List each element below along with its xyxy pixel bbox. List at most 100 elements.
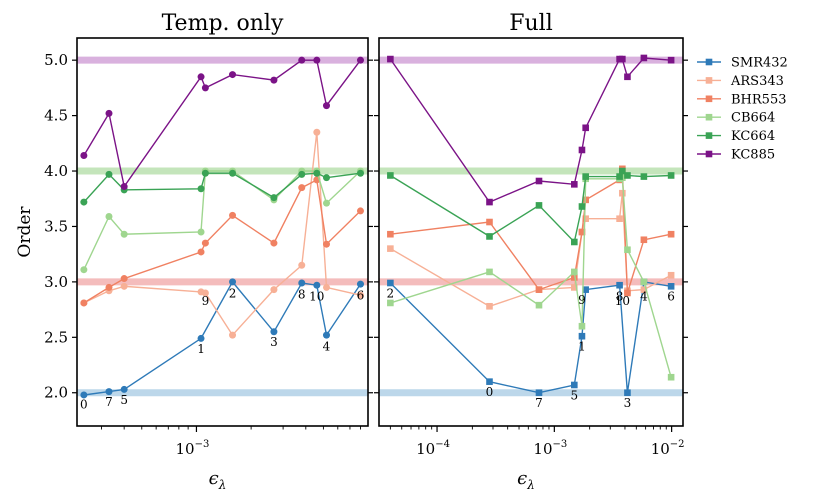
legend-label: ARS343 [730, 74, 784, 89]
data-point-ARS343 [229, 331, 237, 339]
data-point-BHR553 [201, 239, 209, 247]
legend-label: CB664 [731, 111, 775, 126]
data-point-KC664 [197, 185, 205, 193]
plot-area [387, 54, 675, 397]
data-point-KC664 [356, 169, 364, 177]
y-tick-label: 2.5 [44, 328, 68, 346]
axes-frame [378, 37, 684, 427]
data-point-SMR432 [486, 378, 493, 385]
point-annotation: 8 [616, 290, 624, 304]
x-axis-label: ϵλ [209, 468, 227, 492]
y-tick-label: 5.0 [44, 51, 68, 69]
data-point-KC664 [619, 167, 626, 175]
data-point-KC664 [201, 169, 209, 177]
data-point-KC664 [270, 194, 278, 202]
data-point-BHR553 [387, 230, 394, 238]
data-point-BHR553 [229, 211, 237, 219]
data-point-KC664 [298, 170, 306, 178]
series-line-KC664 [390, 169, 672, 244]
data-point-BHR553 [322, 240, 330, 248]
data-point-ARS343 [313, 128, 321, 136]
y-axis-label: Order [15, 206, 35, 258]
point-annotation: 2 [387, 286, 395, 300]
legend-marker [705, 95, 713, 103]
data-point-SMR432 [197, 334, 205, 342]
data-point-ARS343 [270, 286, 278, 294]
data-point-KC664 [582, 173, 589, 180]
data-point-BHR553 [640, 236, 648, 244]
data-point-SMR432 [298, 279, 306, 287]
data-point-SMR432 [624, 389, 631, 397]
data-point-ARS343 [322, 283, 330, 291]
legend-item-KC664: KC664 [697, 129, 775, 144]
data-point-CB664 [197, 228, 205, 236]
x-tick-label: 10−3 [533, 439, 567, 458]
legend-marker [705, 113, 713, 121]
y-tick-label: 3.0 [44, 273, 68, 291]
legend-item-CB664: CB664 [697, 111, 775, 126]
point-annotation: 5 [570, 388, 578, 402]
data-point-BHR553 [486, 218, 493, 226]
data-point-KC885 [322, 102, 330, 110]
legend-marker [705, 132, 713, 139]
point-annotation: 4 [640, 290, 648, 304]
panel-temp-only: 0 7 5 1 9 2 3 8 10 4 6 2.0 2.5 3.0 3.5 4.0 4.5 5.0 10−3 Tem… [15, 11, 373, 492]
data-point-KC664 [578, 203, 586, 210]
legend-label: KC885 [731, 148, 775, 163]
point-annotation: 10 [615, 294, 630, 308]
data-point-SMR432 [120, 385, 128, 393]
legend-marker [705, 58, 713, 66]
data-point-ARS343 [582, 215, 589, 222]
data-point-CB664 [486, 268, 493, 276]
data-point-ARS343 [201, 289, 209, 297]
data-point-KC664 [667, 172, 675, 179]
legend-marker [705, 77, 713, 84]
point-annotation: 6 [667, 290, 675, 304]
data-point-ARS343 [298, 261, 306, 269]
data-point-KC885 [313, 56, 321, 64]
data-point-BHR553 [535, 286, 543, 293]
data-point-CB664 [80, 266, 88, 274]
point-annotation: 5 [120, 393, 128, 407]
data-point-BHR553 [197, 248, 205, 256]
data-point-KC885 [80, 152, 88, 160]
legend: SMR432 ARS343 BHR553 CB664 KC664 KC885 [697, 56, 788, 163]
data-point-ARS343 [667, 271, 675, 279]
data-point-CB664 [667, 373, 675, 381]
point-annotation: 9 [578, 293, 586, 307]
data-point-SMR432 [616, 281, 623, 289]
data-point-BHR553 [571, 274, 578, 281]
data-point-BHR553 [298, 184, 306, 192]
data-point-ARS343 [619, 189, 626, 197]
data-point-CB664 [624, 246, 631, 254]
data-point-ARS343 [356, 291, 364, 299]
data-point-SMR432 [356, 280, 364, 288]
legend-label: KC664 [731, 129, 775, 144]
legend-item-KC885: KC885 [697, 148, 775, 163]
data-point-BHR553 [105, 283, 113, 291]
data-point-ARS343 [571, 284, 578, 291]
point-annotation: 9 [202, 294, 210, 308]
point-annotation: 6 [357, 289, 365, 303]
data-point-KC885 [201, 84, 209, 92]
x-axis-label: ϵλ [517, 468, 535, 492]
data-point-SMR432 [229, 278, 237, 286]
data-point-KC664 [571, 238, 578, 246]
data-point-KC664 [322, 174, 330, 182]
series-line-SMR432 [83, 280, 362, 396]
point-annotation: 3 [270, 335, 278, 349]
point-annotation: 2 [229, 286, 237, 300]
data-point-KC885 [387, 55, 394, 63]
data-point-KC885 [624, 73, 631, 81]
data-point-KC885 [578, 146, 586, 154]
data-point-BHR553 [578, 228, 586, 236]
series-line-BHR553 [390, 168, 672, 294]
data-point-ARS343 [120, 282, 128, 290]
data-point-KC885 [120, 183, 128, 191]
legend-marker [705, 150, 713, 158]
data-point-SMR432 [535, 389, 543, 397]
data-point-ARS343 [387, 245, 394, 252]
data-point-BHR553 [624, 289, 631, 297]
data-point-CB664 [571, 268, 578, 276]
